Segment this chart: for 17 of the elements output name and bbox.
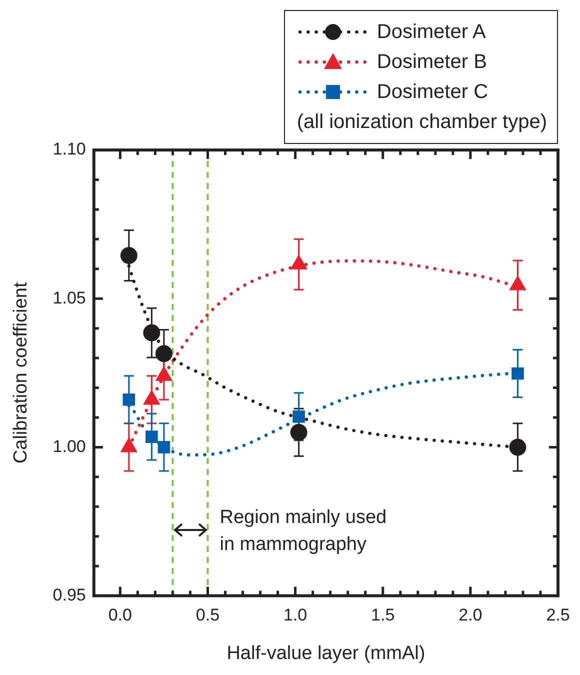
x-axis-title: Half-value layer (mmAl) <box>226 642 426 664</box>
legend-label: Dosimeter C <box>376 80 488 104</box>
x-tick-label: 0.0 <box>108 606 132 625</box>
y-axis-title: Calibration coefficient <box>10 282 32 464</box>
legend-title: (all ionization chamber type) <box>296 110 547 135</box>
y-tick-label: 0.95 <box>52 585 86 604</box>
legend-label: Dosimeter A <box>376 20 486 44</box>
x-tick-label: 1.0 <box>283 606 308 625</box>
y-tick-label: 1.05 <box>52 288 86 308</box>
x-tick-label: 0.5 <box>196 606 220 625</box>
legend-label: Dosimeter B <box>376 50 487 74</box>
x-tick-label: 2.0 <box>458 606 482 625</box>
annotation: Region mainly used in mammography <box>220 506 387 555</box>
y-tick-label: 1.00 <box>52 436 86 456</box>
x-tick-label: 2.5 <box>546 606 570 625</box>
x-tick-label: 1.5 <box>371 606 395 625</box>
y-tick-label: 1.10 <box>52 140 86 159</box>
